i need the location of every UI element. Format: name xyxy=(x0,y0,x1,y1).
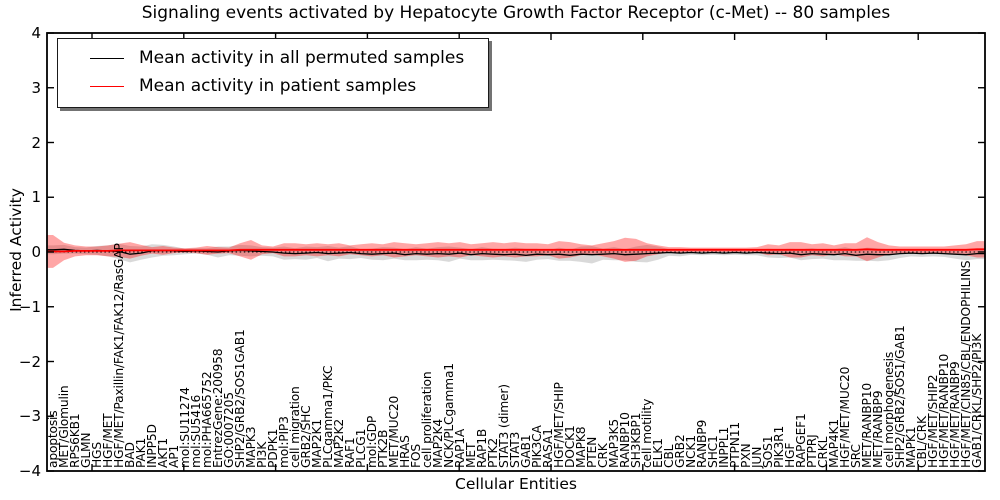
y-tick-label: −4 xyxy=(18,462,41,480)
y-tick-label: 1 xyxy=(31,188,41,207)
x-category-label: GAB1/CRKL/SHP2/PI3K xyxy=(969,333,984,468)
legend-line-permuted-icon xyxy=(90,57,124,59)
y-tick-label: −3 xyxy=(18,407,41,426)
legend-line-patient-icon xyxy=(90,85,124,87)
legend: Mean activity in all permuted samples Me… xyxy=(57,38,490,108)
x-axis-label: Cellular Entities xyxy=(455,475,577,493)
y-tick-label: 2 xyxy=(31,133,41,152)
legend-entry-permuted: Mean activity in all permuted samples xyxy=(72,44,474,72)
y-tick-label: 0 xyxy=(31,243,41,261)
legend-label-patient: Mean activity in patient samples xyxy=(139,76,417,96)
patient-mean-line xyxy=(47,248,985,253)
y-tick-label: 4 xyxy=(31,24,41,42)
y-tick-label: −2 xyxy=(18,352,41,371)
y-tick-label: −1 xyxy=(18,297,41,316)
chart-title: Signaling events activated by Hepatocyte… xyxy=(141,3,891,23)
y-tick-label: 3 xyxy=(31,78,41,97)
x-category-label: HGF/MET/Paxillin/FAK1/FAK12/RasGAP xyxy=(111,243,126,468)
legend-entry-patient: Mean activity in patient samples xyxy=(72,72,474,100)
legend-label-permuted: Mean activity in all permuted samples xyxy=(139,48,465,68)
patient-band-area xyxy=(47,235,985,268)
